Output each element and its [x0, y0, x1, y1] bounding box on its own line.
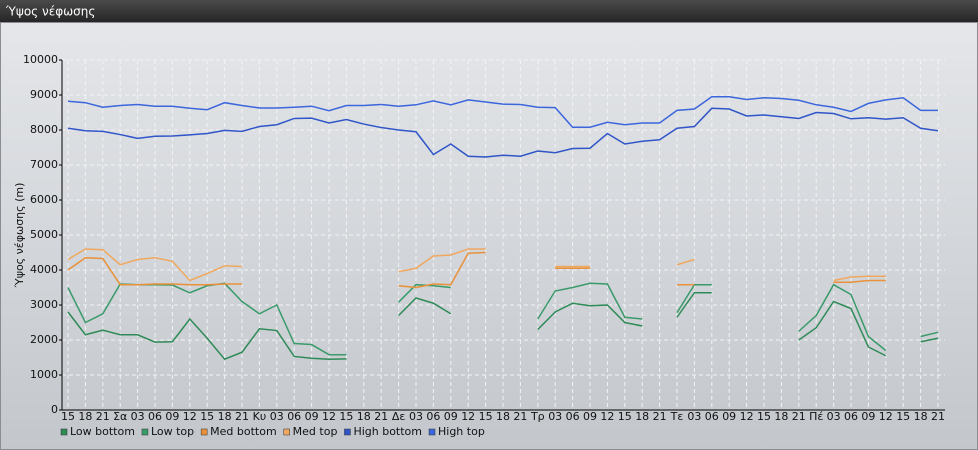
y-tick-label: 2000	[30, 333, 58, 346]
y-tick-label: 7000	[30, 158, 58, 171]
x-tick-label: 09	[444, 410, 458, 423]
x-tick-label: 15	[61, 410, 75, 423]
x-tick-label: 18	[357, 410, 371, 423]
x-tick-label: 15	[757, 410, 771, 423]
header	[0, 0, 978, 22]
x-tick-label: 15	[479, 410, 493, 423]
x-tick-label: 21	[374, 410, 388, 423]
x-tick-label: 09	[583, 410, 597, 423]
x-tick-label: 18	[496, 410, 510, 423]
legend-label: High bottom	[353, 425, 422, 438]
legend-swatch	[60, 428, 68, 436]
y-tick-label: 3000	[30, 298, 58, 311]
legend-label: Low bottom	[70, 425, 135, 438]
x-tick-label: 18	[218, 410, 232, 423]
x-tick-label: 06	[148, 410, 162, 423]
x-tick-label: Τε	[670, 410, 684, 423]
x-tick-label: 06	[287, 410, 301, 423]
x-tick-label: 15	[200, 410, 214, 423]
legend-label: High top	[438, 425, 485, 438]
x-tick-label: 18	[78, 410, 92, 423]
x-tick-label: 12	[740, 410, 754, 423]
x-tick-label: 06	[426, 410, 440, 423]
legend-swatch	[141, 428, 149, 436]
legend-label: Med top	[293, 425, 338, 438]
x-tick-label: 12	[461, 410, 475, 423]
x-tick-label: 18	[914, 410, 928, 423]
legend-swatch	[428, 428, 436, 436]
x-tick-label: 09	[722, 410, 736, 423]
legend-label: Med bottom	[210, 425, 277, 438]
x-tick-label: 18	[635, 410, 649, 423]
x-tick-label: 21	[792, 410, 806, 423]
legend-swatch	[344, 428, 351, 436]
y-axis-label: Ύψος νέφωσης (m)	[13, 183, 26, 289]
x-tick-label: 03	[131, 410, 145, 423]
x-tick-label: 12	[600, 410, 614, 423]
x-tick-label: 21	[931, 410, 945, 423]
x-tick-label: 06	[566, 410, 580, 423]
series-line	[67, 107, 939, 158]
x-tick-label: 21	[96, 410, 110, 423]
x-tick-label: 09	[861, 410, 875, 423]
y-tick-label: 8000	[30, 123, 58, 136]
x-tick-label: 21	[513, 410, 527, 423]
x-tick-label: 03	[548, 410, 562, 423]
x-tick-label: Τρ	[530, 410, 545, 423]
header-title: Ύψος νέφωσης	[5, 5, 95, 19]
y-tick-label: 10000	[23, 53, 58, 66]
y-tick-label: 6000	[30, 193, 58, 206]
series-line	[67, 251, 886, 289]
x-tick-label: Πέ	[809, 410, 823, 423]
x-tick-label: 12	[183, 410, 197, 423]
x-tick-label: 09	[305, 410, 319, 423]
series-line	[67, 248, 886, 282]
x-tick-label: 03	[270, 410, 284, 423]
x-tick-label: 21	[653, 410, 667, 423]
x-tick-label: 15	[896, 410, 910, 423]
series-line	[67, 292, 939, 361]
x-tick-label: 03	[687, 410, 701, 423]
x-tick-label: 03	[409, 410, 423, 423]
x-tick-label: 21	[235, 410, 249, 423]
legend-swatch	[283, 428, 290, 436]
x-tick-label: 18	[774, 410, 788, 423]
x-tick-label: 06	[705, 410, 719, 423]
y-tick-label: 9000	[30, 88, 58, 101]
y-tick-label: 0	[51, 403, 58, 416]
y-tick-label: 1000	[30, 368, 58, 381]
legend-swatch	[200, 428, 208, 436]
x-tick-label: 12	[879, 410, 893, 423]
x-tick-label: 15	[339, 410, 353, 423]
series-line	[67, 96, 938, 128]
x-tick-label: 06	[844, 410, 858, 423]
x-tick-label: 15	[618, 410, 632, 423]
y-tick-label: 5000	[30, 228, 58, 241]
x-tick-label: 03	[827, 410, 841, 423]
x-tick-label: Κυ	[253, 410, 267, 423]
y-tick-label: 4000	[30, 263, 58, 276]
x-tick-label: 12	[322, 410, 336, 423]
x-tick-label: 09	[165, 410, 179, 423]
legend-label: Low top	[151, 425, 194, 438]
x-tick-label: Σα	[113, 410, 127, 423]
x-tick-label: Δε	[392, 410, 406, 423]
